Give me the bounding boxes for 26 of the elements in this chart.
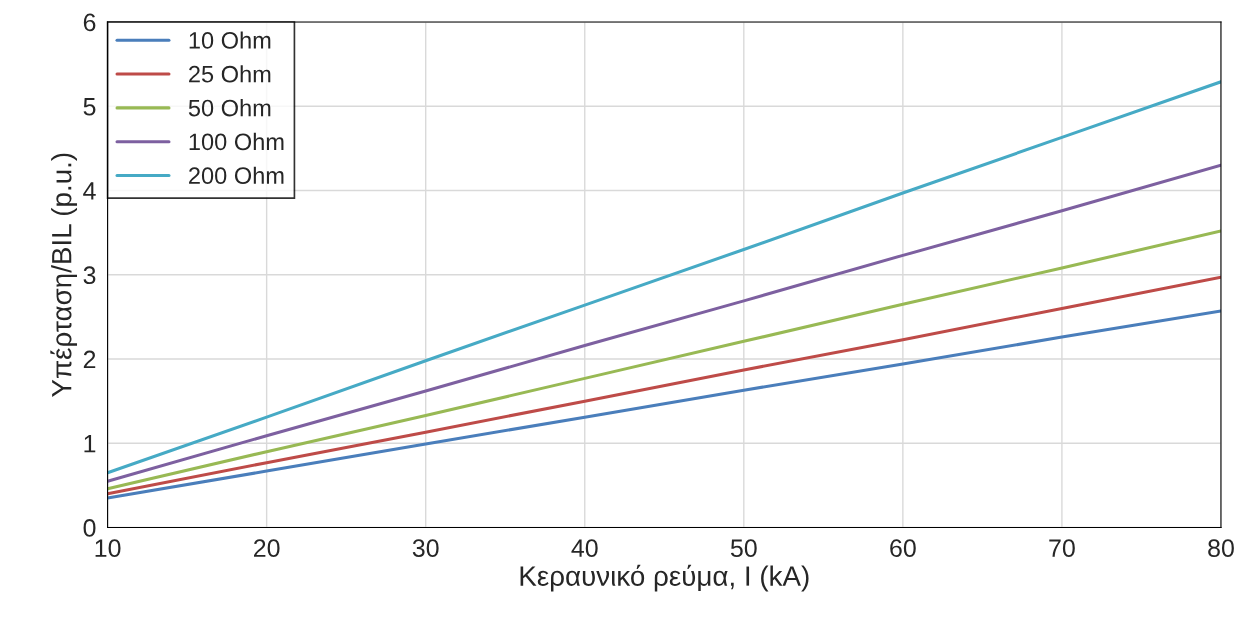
x-axis-title: Κεραυνικό ρεύμα, I (kA) xyxy=(520,564,809,592)
y-tick-label: 3 xyxy=(83,266,96,285)
y-axis-title: Υπέρταση/BIL (p.u.) xyxy=(50,153,78,397)
legend-label: 10 Ohm xyxy=(189,31,271,49)
legend-label: 100 Ohm xyxy=(189,132,284,151)
y-tick-label: 1 xyxy=(84,435,96,453)
y-tick-label: 2 xyxy=(83,350,96,369)
legend-label: 200 Ohm xyxy=(189,166,284,185)
y-tick-label: 0 xyxy=(83,519,96,537)
x-tick-label: 80 xyxy=(1208,539,1234,557)
x-tick-label: 10 xyxy=(95,539,121,557)
x-tick-label: 50 xyxy=(730,539,757,557)
legend-label: 25 Ohm xyxy=(189,65,271,83)
y-tick-label: 5 xyxy=(83,98,96,116)
x-tick-label: 30 xyxy=(412,539,439,557)
line-series xyxy=(107,275,1221,496)
y-tick-label: 6 xyxy=(83,13,96,32)
x-tick-label: 40 xyxy=(571,539,598,557)
x-tick-label: 60 xyxy=(890,539,916,557)
x-tick-label: 20 xyxy=(254,539,280,557)
line-series xyxy=(107,163,1221,483)
line-series xyxy=(107,229,1221,491)
line-series xyxy=(107,309,1221,500)
x-tick-label: 70 xyxy=(1049,539,1075,557)
legend-label: 50 Ohm xyxy=(188,99,271,117)
y-tick-label: 4 xyxy=(83,182,96,200)
